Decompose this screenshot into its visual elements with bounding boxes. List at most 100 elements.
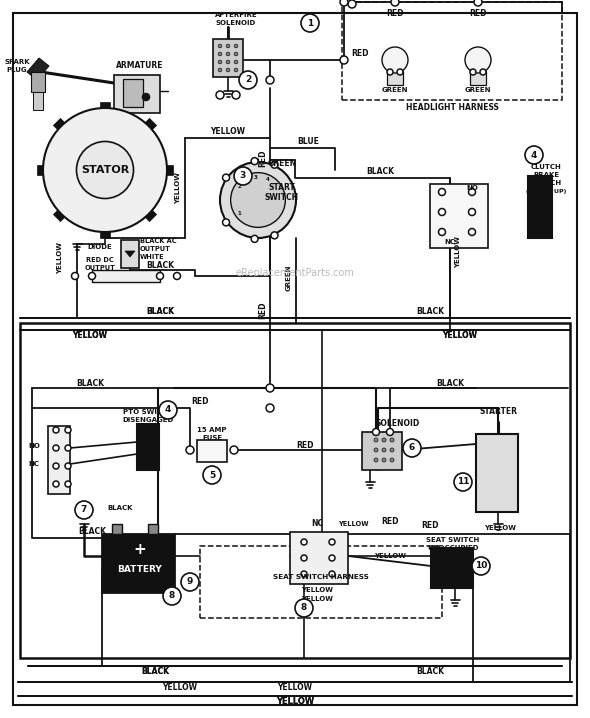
Text: STARTER: STARTER xyxy=(479,408,517,416)
Text: START: START xyxy=(268,184,296,192)
Bar xyxy=(123,79,143,107)
Text: RED: RED xyxy=(351,50,369,58)
Circle shape xyxy=(438,228,445,236)
Circle shape xyxy=(156,273,163,279)
Circle shape xyxy=(372,429,379,436)
Circle shape xyxy=(222,174,230,181)
Text: BLACK: BLACK xyxy=(141,666,169,676)
Text: RED DC: RED DC xyxy=(86,257,114,263)
Circle shape xyxy=(472,557,490,575)
Circle shape xyxy=(218,68,222,72)
Text: 3: 3 xyxy=(254,174,258,180)
Text: YELLOW: YELLOW xyxy=(162,683,198,691)
Text: 1: 1 xyxy=(307,19,313,27)
Text: GREEN: GREEN xyxy=(286,265,292,292)
Circle shape xyxy=(251,236,258,243)
Text: BRAKE: BRAKE xyxy=(533,172,559,178)
Circle shape xyxy=(295,599,313,617)
Circle shape xyxy=(226,52,230,56)
Text: SOLENOID: SOLENOID xyxy=(376,419,420,429)
Text: SEAT SWITCH HARNESS: SEAT SWITCH HARNESS xyxy=(273,574,369,580)
Bar xyxy=(528,176,552,238)
Text: YELLOW: YELLOW xyxy=(442,332,477,340)
Polygon shape xyxy=(147,165,173,175)
Circle shape xyxy=(239,71,257,89)
Text: YELLOW: YELLOW xyxy=(301,596,333,602)
Circle shape xyxy=(266,404,274,412)
Circle shape xyxy=(468,208,476,215)
Circle shape xyxy=(525,146,543,164)
Circle shape xyxy=(43,108,167,232)
Text: RED: RED xyxy=(469,9,487,17)
Circle shape xyxy=(374,438,378,442)
Text: 4: 4 xyxy=(531,151,537,159)
Circle shape xyxy=(468,189,476,195)
Text: RED: RED xyxy=(258,302,267,319)
Circle shape xyxy=(438,208,445,215)
Circle shape xyxy=(470,69,476,75)
Circle shape xyxy=(163,587,181,605)
Circle shape xyxy=(234,60,238,64)
Text: NC: NC xyxy=(444,239,455,245)
Circle shape xyxy=(382,458,386,462)
Text: RED: RED xyxy=(258,149,267,167)
Circle shape xyxy=(65,463,71,469)
Circle shape xyxy=(474,0,482,6)
Text: GREEN: GREEN xyxy=(382,87,408,93)
Text: RED: RED xyxy=(386,9,404,17)
Circle shape xyxy=(65,427,71,433)
Text: 4: 4 xyxy=(165,406,171,414)
Bar xyxy=(290,532,348,584)
Bar xyxy=(470,71,486,85)
Bar xyxy=(92,270,160,282)
Text: 6: 6 xyxy=(409,444,415,452)
Text: ARMATURE: ARMATURE xyxy=(116,60,164,70)
Circle shape xyxy=(234,45,238,48)
Text: NO: NO xyxy=(28,443,40,449)
Text: DISENGAGED: DISENGAGED xyxy=(122,417,173,423)
Circle shape xyxy=(220,162,296,238)
Text: STATOR: STATOR xyxy=(81,165,129,175)
Circle shape xyxy=(226,45,230,48)
Circle shape xyxy=(218,45,222,48)
Text: BLACK: BLACK xyxy=(107,505,133,511)
Bar xyxy=(31,72,45,92)
Text: eReplacementParts.com: eReplacementParts.com xyxy=(235,268,355,278)
Circle shape xyxy=(382,448,386,452)
Text: DIODE: DIODE xyxy=(88,244,112,250)
Text: HEADLIGHT HARNESS: HEADLIGHT HARNESS xyxy=(405,103,499,113)
Text: 7: 7 xyxy=(81,505,87,515)
Text: BLACK: BLACK xyxy=(146,307,174,317)
Circle shape xyxy=(266,76,274,84)
Circle shape xyxy=(216,91,224,99)
Text: 5: 5 xyxy=(209,470,215,480)
Bar xyxy=(430,184,488,248)
Bar xyxy=(137,424,159,470)
Text: 8: 8 xyxy=(169,592,175,600)
Text: SWITCH: SWITCH xyxy=(265,192,299,202)
Circle shape xyxy=(203,466,221,484)
Bar xyxy=(112,524,122,534)
Circle shape xyxy=(454,473,472,491)
Polygon shape xyxy=(125,251,135,257)
Circle shape xyxy=(77,141,133,198)
Text: 10: 10 xyxy=(475,561,487,571)
Circle shape xyxy=(403,439,421,457)
Text: 4: 4 xyxy=(266,177,270,182)
Bar xyxy=(362,432,402,470)
Text: YELLOW: YELLOW xyxy=(374,553,406,559)
Circle shape xyxy=(340,56,348,64)
Text: YELLOW: YELLOW xyxy=(175,172,181,204)
Bar xyxy=(148,524,158,534)
Circle shape xyxy=(234,68,238,72)
Circle shape xyxy=(390,458,394,462)
Text: YELLOW: YELLOW xyxy=(276,696,314,706)
Text: BLACK: BLACK xyxy=(76,378,104,388)
Text: 15 AMP: 15 AMP xyxy=(197,427,227,433)
Text: 3: 3 xyxy=(240,172,246,180)
Bar xyxy=(431,548,473,588)
Circle shape xyxy=(301,555,307,561)
Circle shape xyxy=(266,384,274,392)
Circle shape xyxy=(251,158,258,164)
Circle shape xyxy=(390,448,394,452)
